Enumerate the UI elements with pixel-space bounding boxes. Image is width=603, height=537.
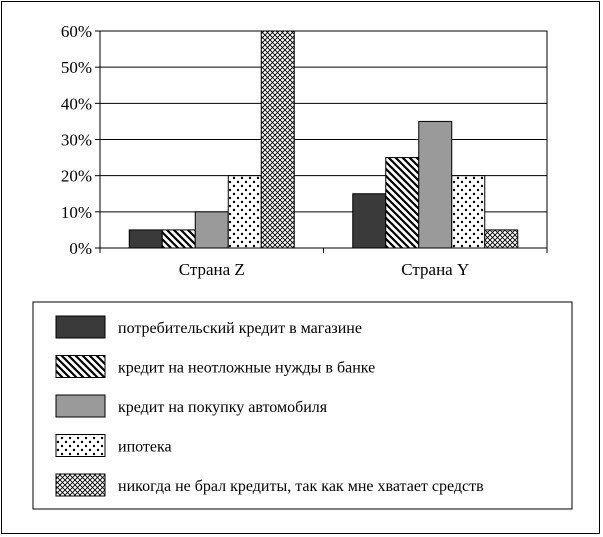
y-tick-label: 50% [61, 58, 92, 77]
bar [484, 229, 519, 249]
legend-swatch [55, 434, 106, 457]
legend-swatch [55, 473, 106, 497]
legend-swatch [55, 315, 106, 339]
bar [352, 193, 387, 249]
bar [260, 30, 295, 249]
legend-swatch [55, 394, 106, 418]
y-tick-label: 10% [61, 203, 92, 222]
legend-label: ипотека [118, 439, 172, 456]
legend-label: никогда не брал кредиты, так как мне хва… [118, 478, 484, 495]
bar [194, 211, 229, 249]
bar [418, 120, 453, 249]
legend-label: кредит на покупку автомобиля [118, 399, 328, 416]
bar [385, 157, 420, 249]
bar [128, 229, 163, 249]
y-tick-label: 30% [61, 131, 92, 150]
legend: потребительский кредит в магазине кредит … [32, 301, 573, 510]
legend-box [32, 301, 573, 510]
y-tick-label: 0% [69, 239, 92, 258]
x-category-label: Страна Z [179, 260, 245, 279]
x-category-label: Страна Y [401, 260, 469, 279]
y-tick-label: 60% [61, 22, 92, 41]
axis-layer: 0% 10% 20% 30% 40% 50% 60% Страна Z Страна Y [61, 22, 548, 279]
legend-label: потребительский кредит в магазине [118, 320, 362, 337]
legend-label: кредит на неотложные нужды в банке [118, 360, 375, 377]
bar [451, 175, 486, 249]
y-tick-label: 20% [61, 167, 92, 186]
legend-swatch [55, 355, 106, 378]
y-tick-label: 40% [61, 94, 92, 113]
bar [227, 175, 262, 249]
bar [161, 229, 196, 249]
